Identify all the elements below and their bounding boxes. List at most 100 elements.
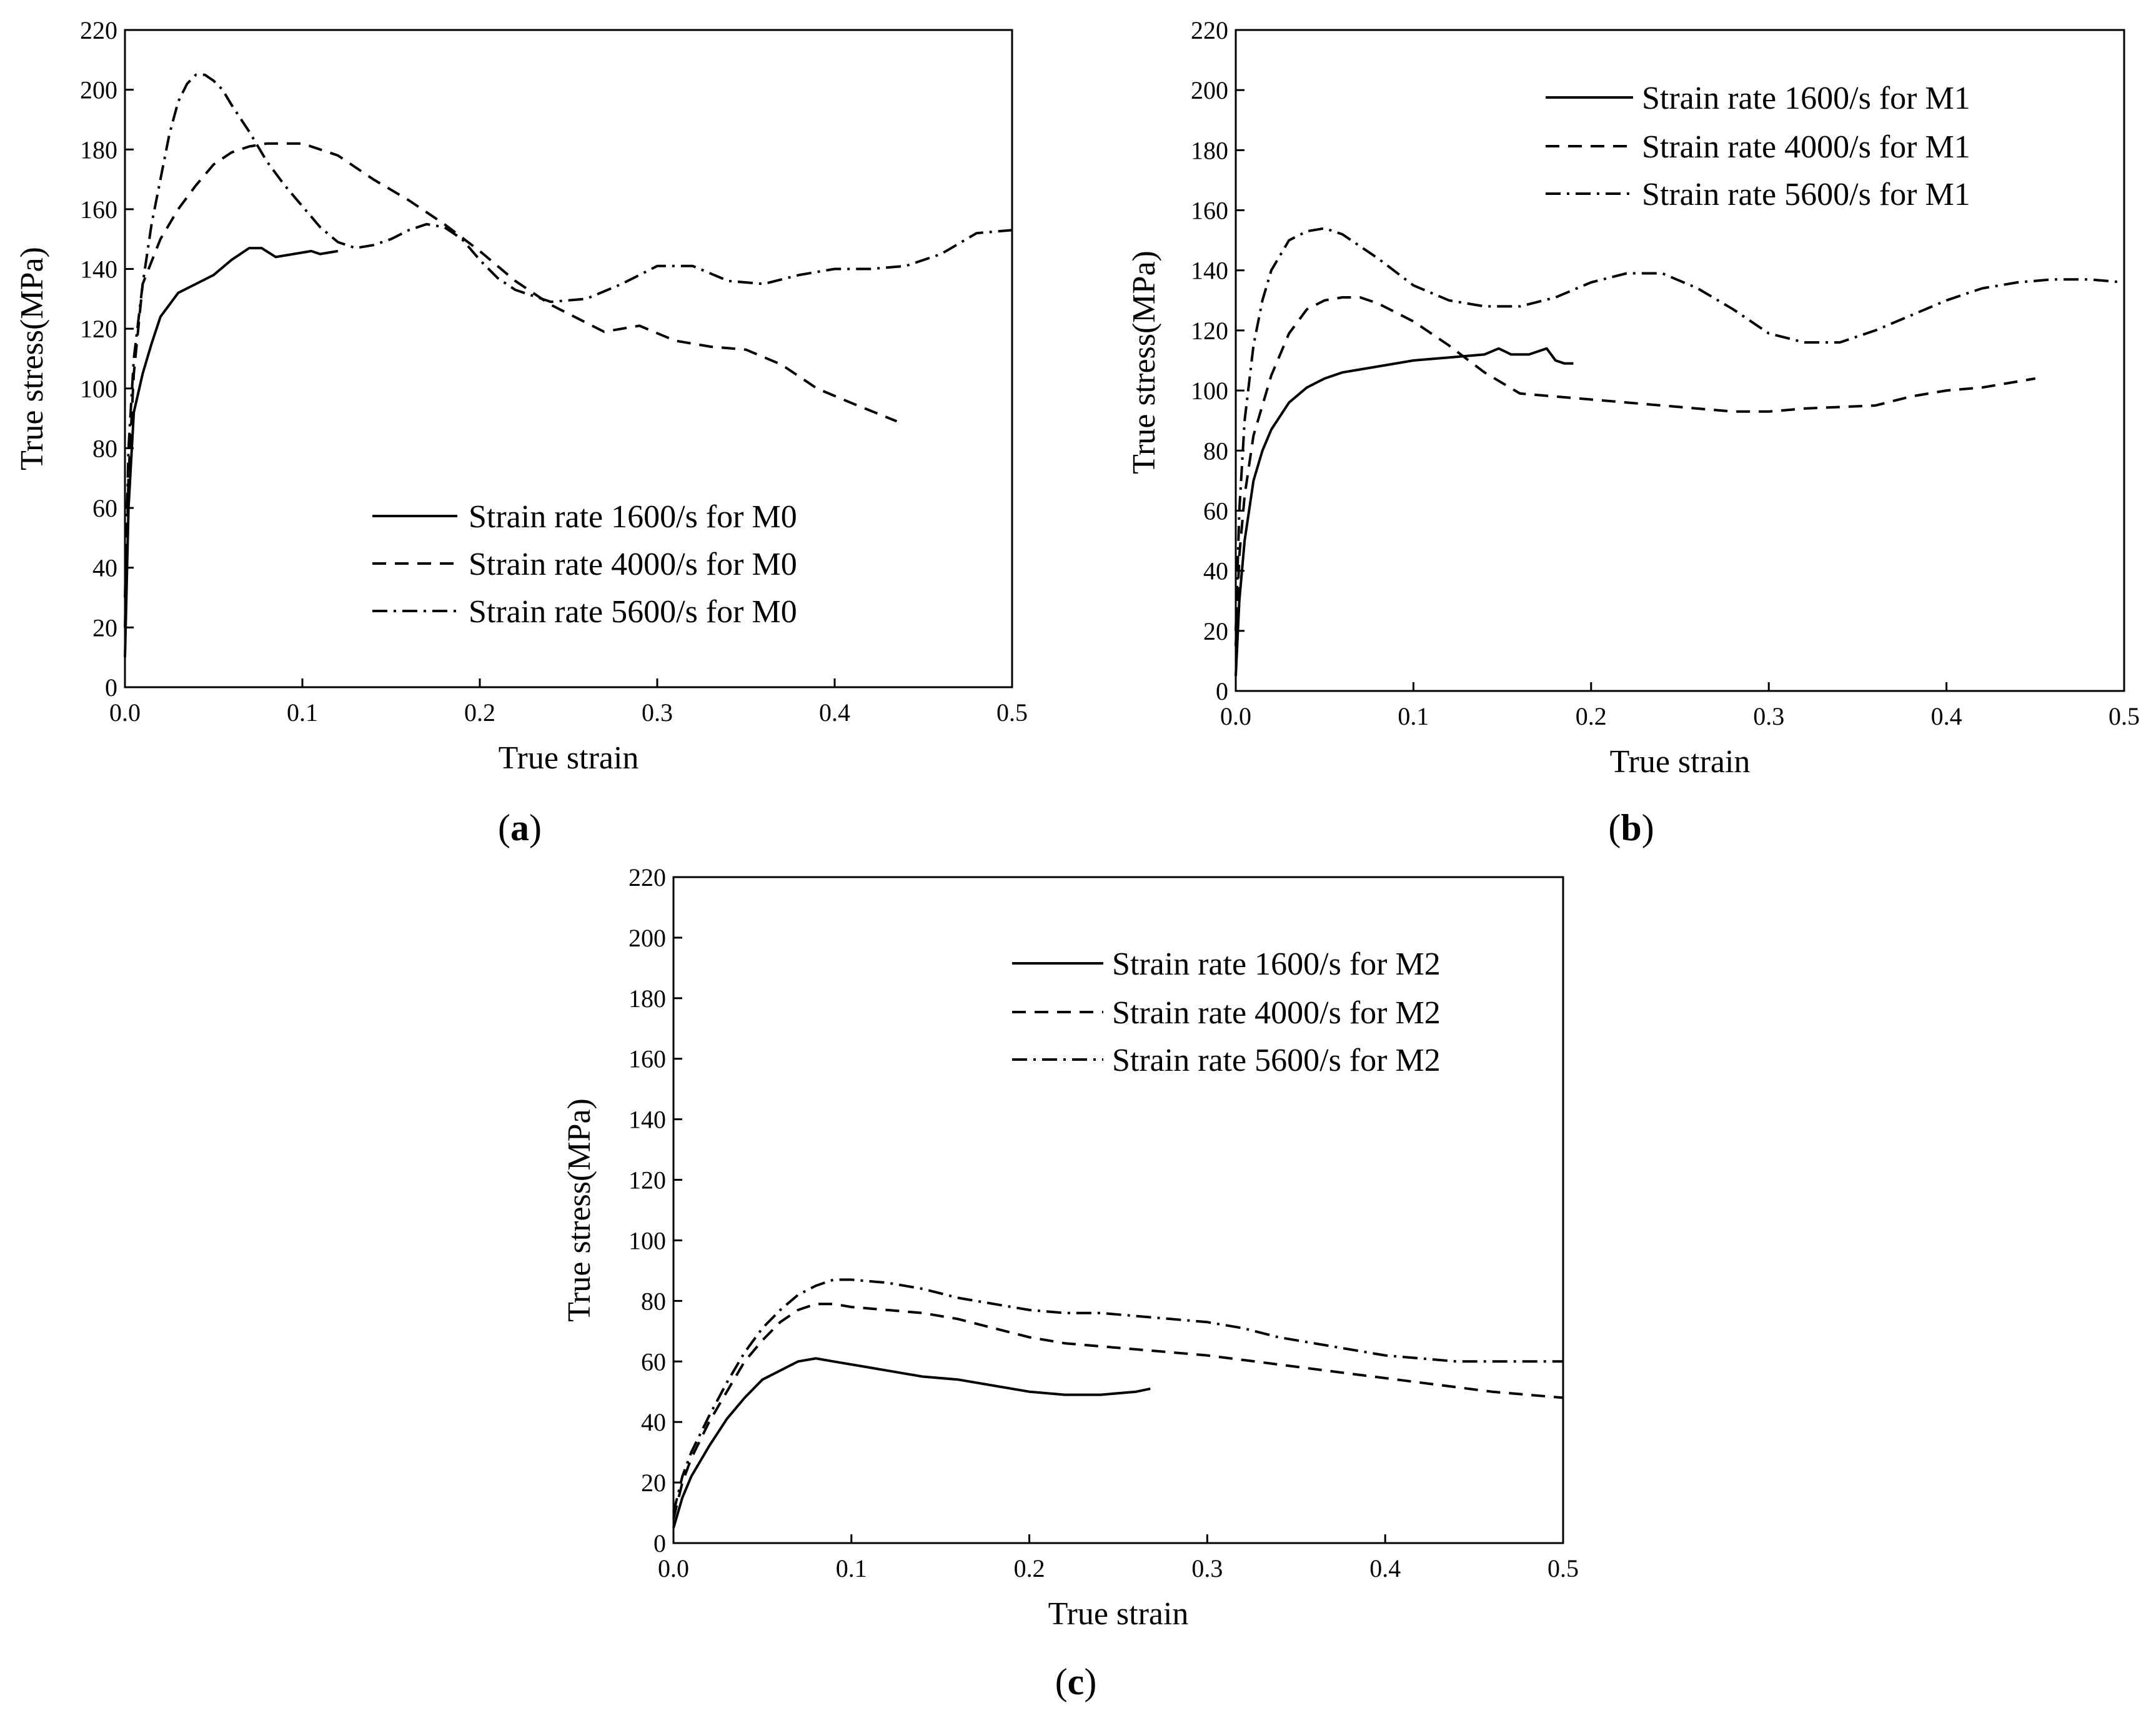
y-tick-label: 140 [80, 256, 117, 284]
y-tick-label: 80 [641, 1287, 666, 1315]
panel-label: (b) [1608, 807, 1654, 848]
series-line-dashdot [1234, 227, 2125, 631]
y-tick-label: 180 [1191, 136, 1228, 164]
y-tick-label: 120 [80, 315, 117, 343]
y-tick-label: 220 [80, 16, 117, 44]
y-axis-title: True stress(MPa) [562, 1098, 597, 1322]
legend: Strain rate 1600/s for M2 Strain rate 40… [1012, 946, 1441, 1078]
legend-label: Strain rate 1600/s for M1 [1642, 81, 1970, 116]
y-tick-label: 60 [1203, 497, 1228, 525]
y-axis-title: True stress(MPa) [1126, 251, 1162, 474]
x-tick-label: 0.4 [1931, 702, 1962, 730]
y-tick-label: 20 [1203, 617, 1228, 645]
x-tick-label: 0.1 [287, 698, 318, 727]
x-tick-label: 0.2 [464, 698, 495, 727]
legend: Strain rate 1600/s for M0 Strain rate 40… [372, 499, 797, 630]
axis-ticks: 0 20 40 60 80 100 120 140 160 180 200 220 0.0 0.1 0.2 0… [628, 863, 1579, 1582]
legend-label: Strain rate 5600/s for M0 [469, 594, 797, 630]
x-tick-label: 0.4 [1369, 1554, 1401, 1582]
legend: Strain rate 1600/s for M1 Strain rate 40… [1546, 81, 1970, 212]
x-tick-label: 0.0 [658, 1554, 689, 1582]
series-group [672, 1278, 1564, 1529]
x-tick-label: 0.4 [819, 698, 850, 727]
x-tick-label: 0.3 [1191, 1554, 1223, 1582]
y-tick-label: 80 [1203, 437, 1228, 465]
legend-label: Strain rate 1600/s for M2 [1112, 946, 1441, 982]
y-tick-label: 160 [1191, 197, 1228, 225]
plot-frame [124, 29, 1013, 688]
y-tick-label: 200 [1191, 76, 1228, 104]
x-tick-label: 0.0 [1220, 702, 1251, 730]
x-tick-label: 0.1 [1398, 702, 1429, 730]
y-tick-label: 140 [1191, 257, 1228, 285]
series-line-dashed [124, 142, 898, 628]
legend-label: Strain rate 5600/s for M2 [1112, 1043, 1441, 1078]
series-group [1234, 227, 2125, 677]
y-tick-label: 160 [80, 196, 117, 224]
y-tick-label: 140 [628, 1106, 666, 1134]
series-line-dashed [672, 1303, 1564, 1519]
x-tick-label: 0.0 [109, 698, 141, 727]
series-line-solid [124, 247, 339, 658]
y-tick-label: 160 [628, 1045, 666, 1073]
axis-ticks: 0 20 40 60 80 100 120 140 160 180 200 220 0.0 0.1 0.2 0… [80, 16, 1028, 727]
x-axis-title: True strain [1610, 744, 1751, 780]
chart-panel-a: 0 20 40 60 80 100 120 140 160 180 200 220 0.0 0.1 0.2 0… [14, 16, 1028, 848]
panel-letter: a [510, 807, 529, 848]
legend-label: Strain rate 4000/s for M0 [469, 547, 797, 582]
x-tick-label: 0.5 [2109, 702, 2140, 730]
series-line-dashdot [124, 73, 1013, 598]
panel-label: (a) [498, 807, 542, 848]
y-tick-label: 100 [1191, 377, 1228, 405]
series-line-solid [672, 1357, 1151, 1529]
y-tick-label: 0 [105, 673, 117, 702]
x-axis-title: True strain [499, 740, 639, 776]
plot-frame [1234, 29, 2125, 692]
y-tick-label: 20 [641, 1469, 666, 1497]
series-line-dashed [1234, 296, 2036, 646]
x-tick-label: 0.2 [1014, 1554, 1045, 1582]
series-line-dashdot [672, 1278, 1563, 1513]
x-tick-label: 0.2 [1576, 702, 1607, 730]
y-tick-label: 180 [628, 985, 666, 1013]
y-tick-label: 40 [1203, 557, 1228, 585]
legend-label: Strain rate 1600/s for M0 [469, 499, 797, 535]
panel-letter: c [1068, 1661, 1085, 1702]
y-tick-label: 20 [92, 613, 117, 642]
legend-label: Strain rate 4000/s for M1 [1642, 129, 1970, 165]
y-tick-label: 100 [628, 1226, 666, 1254]
x-axis-title: True strain [1048, 1596, 1189, 1632]
y-axis-title: True stress(MPa) [14, 247, 50, 470]
y-tick-label: 100 [80, 375, 117, 403]
plot-frame [672, 876, 1564, 1544]
y-tick-label: 180 [80, 136, 117, 164]
x-tick-label: 0.3 [642, 698, 673, 727]
y-tick-label: 120 [628, 1166, 666, 1194]
y-tick-label: 60 [92, 494, 117, 522]
y-tick-label: 80 [92, 434, 117, 462]
y-tick-label: 200 [628, 924, 666, 952]
y-tick-label: 0 [1216, 677, 1228, 705]
y-tick-label: 0 [653, 1529, 666, 1557]
series-group [124, 73, 1013, 658]
y-tick-label: 40 [641, 1408, 666, 1436]
chart-panel-b: 0 20 40 60 80 100 120 140 160 180 200 220 0.0 0.1 0.2 0… [1126, 16, 2140, 848]
y-tick-label: 200 [80, 76, 117, 104]
legend-label: Strain rate 4000/s for M2 [1112, 995, 1441, 1031]
panel-label: (c) [1055, 1661, 1097, 1702]
y-tick-label: 60 [641, 1348, 666, 1376]
x-tick-label: 0.3 [1753, 702, 1784, 730]
chart-panel-c: 0 20 40 60 80 100 120 140 160 180 200 220 0.0 0.1 0.2 0… [562, 863, 1579, 1702]
series-line-solid [1234, 347, 1574, 677]
y-tick-label: 220 [1191, 16, 1228, 44]
y-tick-label: 220 [628, 863, 666, 891]
x-tick-label: 0.5 [1547, 1554, 1579, 1582]
x-tick-label: 0.1 [836, 1554, 867, 1582]
legend-label: Strain rate 5600/s for M1 [1642, 177, 1970, 212]
axis-ticks: 0 20 40 60 80 100 120 140 160 180 200 220 0.0 0.1 0.2 0… [1191, 16, 2140, 730]
panel-letter: b [1621, 807, 1641, 848]
x-tick-label: 0.5 [996, 698, 1028, 727]
y-tick-label: 120 [1191, 317, 1228, 345]
y-tick-label: 40 [92, 554, 117, 582]
